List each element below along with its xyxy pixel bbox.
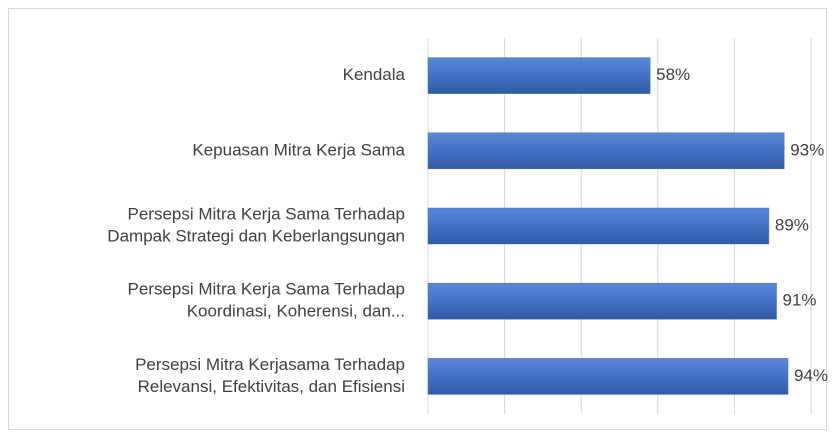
y-tick-label: Persepsi Mitra Kerjasama Terhadap [135, 355, 405, 374]
y-tick-label: Persepsi Mitra Kerja Sama Terhadap [128, 204, 406, 223]
y-tick-label: Relevansi, Efektivitas, dan Efisiensi [138, 377, 405, 396]
data-label: 89% [775, 215, 809, 234]
y-tick-label: Koordinasi, Koherensi, dan... [187, 302, 405, 321]
bar [427, 132, 785, 170]
data-label: 58% [656, 65, 690, 84]
data-label: 93% [790, 140, 824, 159]
bar [427, 282, 777, 320]
y-tick-label: Kendala [343, 65, 406, 84]
data-label: 91% [783, 291, 817, 310]
y-tick-label: Kepuasan Mitra Kerja Sama [192, 140, 405, 159]
data-label: 94% [794, 366, 828, 385]
bar [427, 207, 770, 245]
bar [427, 57, 651, 94]
bar [427, 358, 789, 395]
y-tick-label: Persepsi Mitra Kerja Sama Terhadap [128, 280, 406, 299]
y-tick-label: Dampak Strategi dan Keberlangsungan [107, 226, 405, 245]
